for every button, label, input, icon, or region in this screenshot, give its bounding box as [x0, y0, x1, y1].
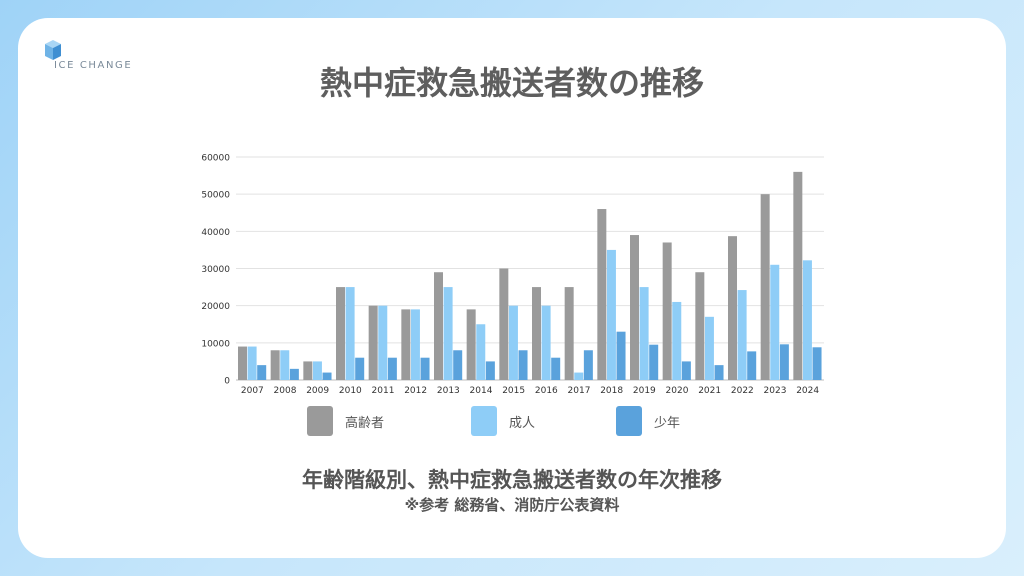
bar-2017-series-2: [583, 350, 593, 380]
x-tick-label: 2007: [241, 386, 264, 396]
bar-2014-series-2: [485, 361, 495, 380]
bar-2024-series-1: [802, 260, 812, 380]
bar-2015-series-0: [499, 268, 509, 380]
x-tick-label: 2017: [568, 386, 591, 396]
bar-2010-series-0: [336, 287, 345, 380]
bar-2019-series-1: [639, 287, 649, 380]
bar-2020-series-0: [662, 242, 672, 380]
x-tick-label: 2011: [372, 386, 395, 396]
bar-2016-series-0: [532, 287, 541, 380]
bar-2021-series-0: [695, 272, 705, 380]
x-tick-label: 2014: [470, 386, 493, 396]
bar-2014-series-0: [466, 309, 476, 380]
bar-2010-series-2: [355, 357, 365, 380]
bar-2007-series-0: [238, 346, 247, 380]
bar-chart: 0 10000 20000 30000 40000 50000 60000 2007 2008 2…: [201, 154, 824, 396]
bar-2022-series-1: [737, 290, 747, 380]
bar-2012-series-1: [410, 309, 420, 380]
bar-2011-series-2: [387, 357, 397, 380]
bar-2016-series-2: [551, 357, 561, 380]
x-tick-label: 2021: [698, 386, 721, 396]
source-note: ※参考 総務省、消防庁公表資料: [404, 496, 620, 514]
bar-2021-series-1: [704, 316, 714, 380]
bar-2020-series-2: [681, 361, 691, 380]
bar-2022-series-2: [747, 351, 757, 380]
bar-2018-series-2: [616, 331, 626, 380]
legend-swatch: [307, 406, 333, 436]
bar-2017-series-1: [574, 372, 584, 380]
bar-2017-series-0: [564, 287, 574, 380]
bar-2015-series-1: [508, 305, 518, 380]
legend-label: 成人: [509, 416, 536, 431]
bar-2007-series-2: [257, 365, 267, 380]
bar-2009-series-0: [303, 361, 313, 380]
bar-2022-series-0: [728, 236, 737, 380]
y-tick-label: 40000: [201, 228, 230, 238]
bar-2023-series-1: [770, 264, 780, 380]
bar-2008-series-0: [270, 350, 280, 380]
bar-2018-series-1: [606, 249, 616, 380]
bar-2020-series-1: [672, 301, 682, 380]
bar-2019-series-0: [630, 235, 639, 380]
y-tick-label: 20000: [201, 302, 230, 312]
bar-2009-series-1: [312, 361, 322, 380]
content-card: [18, 18, 1006, 558]
bar-2021-series-2: [714, 365, 724, 380]
x-tick-label: 2023: [764, 386, 787, 396]
bar-2011-series-1: [378, 305, 388, 380]
legend-swatch: [616, 406, 642, 436]
bar-2024-series-0: [793, 171, 803, 380]
bar-2023-series-2: [779, 344, 789, 380]
x-tick-label: 2012: [404, 386, 427, 396]
y-tick-label: 10000: [201, 339, 230, 349]
x-tick-label: 2016: [535, 386, 558, 396]
y-tick-label: 0: [224, 377, 230, 387]
x-tick-label: 2024: [796, 386, 819, 396]
bar-2018-series-0: [597, 209, 607, 380]
x-tick-label: 2015: [502, 386, 525, 396]
x-tick-label: 2018: [600, 386, 623, 396]
bar-2008-series-2: [289, 368, 299, 380]
bar-2016-series-1: [541, 305, 551, 380]
bar-2015-series-2: [518, 350, 528, 380]
x-tick-label: 2022: [731, 386, 754, 396]
bar-2007-series-1: [247, 346, 257, 380]
legend-label: 高齢者: [345, 416, 385, 431]
bar-2011-series-0: [368, 305, 378, 380]
bar-2013-series-1: [443, 287, 453, 380]
x-tick-label: 2009: [306, 386, 329, 396]
x-tick-label: 2019: [633, 386, 656, 396]
bar-2013-series-0: [434, 272, 443, 380]
page-title: 熱中症救急搬送者数の推移: [319, 64, 704, 102]
bar-2010-series-1: [345, 287, 355, 380]
bar-2019-series-2: [649, 344, 659, 380]
bar-2009-series-2: [322, 372, 332, 380]
ice-cube-logo-icon: [45, 40, 61, 60]
bar-2013-series-2: [453, 350, 463, 380]
bar-2012-series-2: [420, 357, 430, 380]
y-tick-label: 50000: [201, 191, 230, 201]
bar-2024-series-2: [812, 347, 822, 380]
x-tick-label: 2013: [437, 386, 460, 396]
legend-swatch: [471, 406, 497, 436]
chart-caption: 年齢階級別、熱中症救急搬送者数の年次推移: [302, 468, 722, 492]
x-tick-label: 2020: [666, 386, 689, 396]
brand-name: ICE CHANGE: [54, 60, 133, 71]
bar-2008-series-1: [280, 350, 290, 380]
y-tick-label: 30000: [201, 265, 230, 275]
x-tick-label: 2010: [339, 386, 362, 396]
bar-2023-series-0: [760, 194, 770, 380]
y-tick-label: 60000: [201, 154, 230, 164]
x-tick-label: 2008: [274, 386, 297, 396]
bar-2012-series-0: [401, 309, 411, 380]
bar-2014-series-1: [476, 324, 486, 380]
legend-label: 少年: [654, 416, 681, 431]
